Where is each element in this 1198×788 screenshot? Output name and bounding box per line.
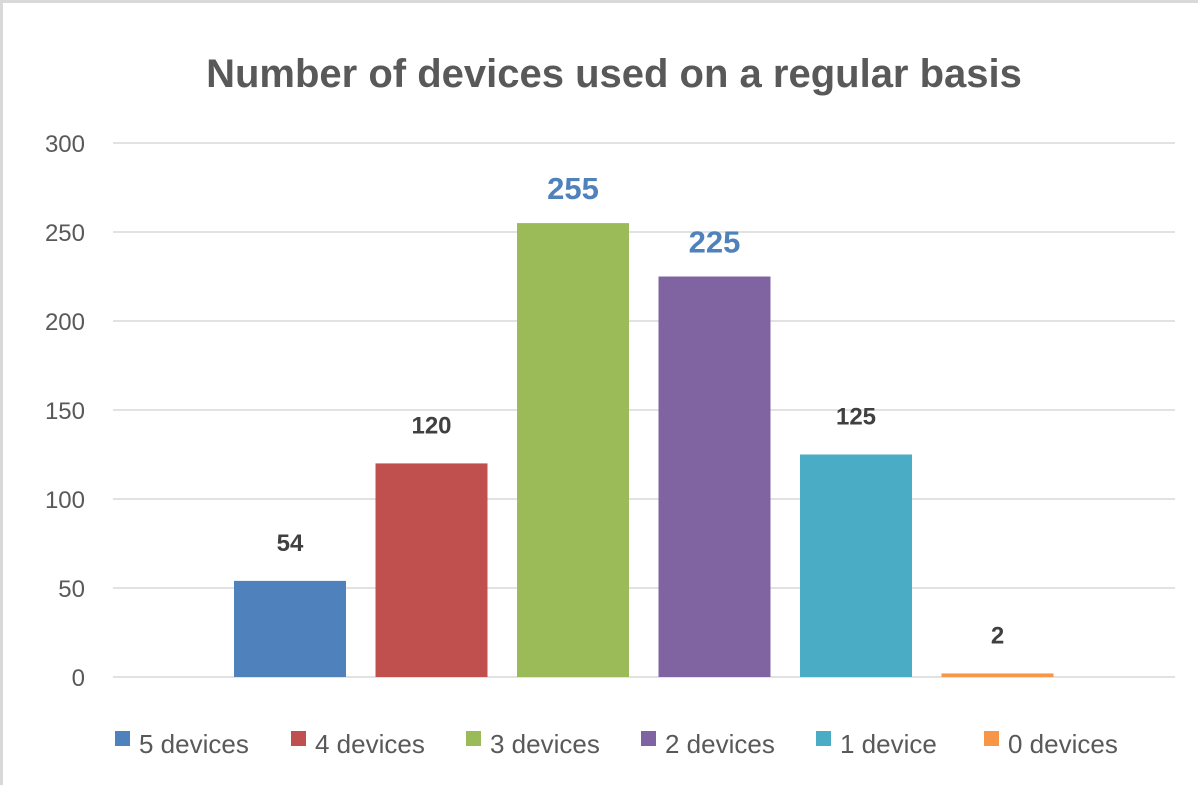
data-label: 2 [991,622,1004,649]
data-label: 125 [836,404,876,431]
y-tick-label: 100 [45,487,85,514]
bar [517,223,629,677]
y-tick-label: 200 [45,309,85,336]
bar-chart: Number of devices used on a regular basi… [45,52,1175,759]
data-label: 255 [547,171,599,206]
legend-label: 0 devices [1008,729,1118,759]
legend-label: 3 devices [490,729,600,759]
legend-label: 5 devices [139,729,249,759]
bar [375,463,488,677]
legend-item: 0 devices [984,729,1118,759]
legend-swatch [984,731,999,746]
y-tick-label: 150 [45,398,85,425]
legend-item: 4 devices [291,729,425,759]
legend-item: 5 devices [115,729,249,759]
data-label: 120 [411,412,451,439]
y-tick-label: 250 [45,220,85,247]
legend-label: 1 device [840,729,937,759]
bar [800,454,912,677]
y-tick-label: 50 [58,576,85,603]
bar [234,580,346,677]
legend-swatch [291,731,306,746]
bar [658,276,771,677]
data-label: 54 [277,530,304,557]
legend-label: 4 devices [315,729,425,759]
data-labels: 54 120 255 225 125 2 [277,171,1005,649]
legend-item: 2 devices [641,729,775,759]
legend-label: 2 devices [665,729,775,759]
legend: 5 devices 4 devices 3 devices 2 devices 1 de… [115,729,1118,759]
legend-swatch [115,731,130,746]
bar [941,673,1054,677]
legend-item: 3 devices [466,729,600,759]
y-tick-label: 300 [45,131,85,158]
legend-swatch [641,731,656,746]
legend-item: 1 device [816,729,937,759]
legend-swatch [466,731,481,746]
legend-swatch [816,731,831,746]
y-axis-ticks: 0 50 100 150 200 250 300 [45,131,85,692]
chart-title: Number of devices used on a regular basi… [206,52,1022,96]
y-tick-label: 0 [72,665,85,692]
data-label: 225 [689,225,741,260]
bars [234,223,1054,677]
